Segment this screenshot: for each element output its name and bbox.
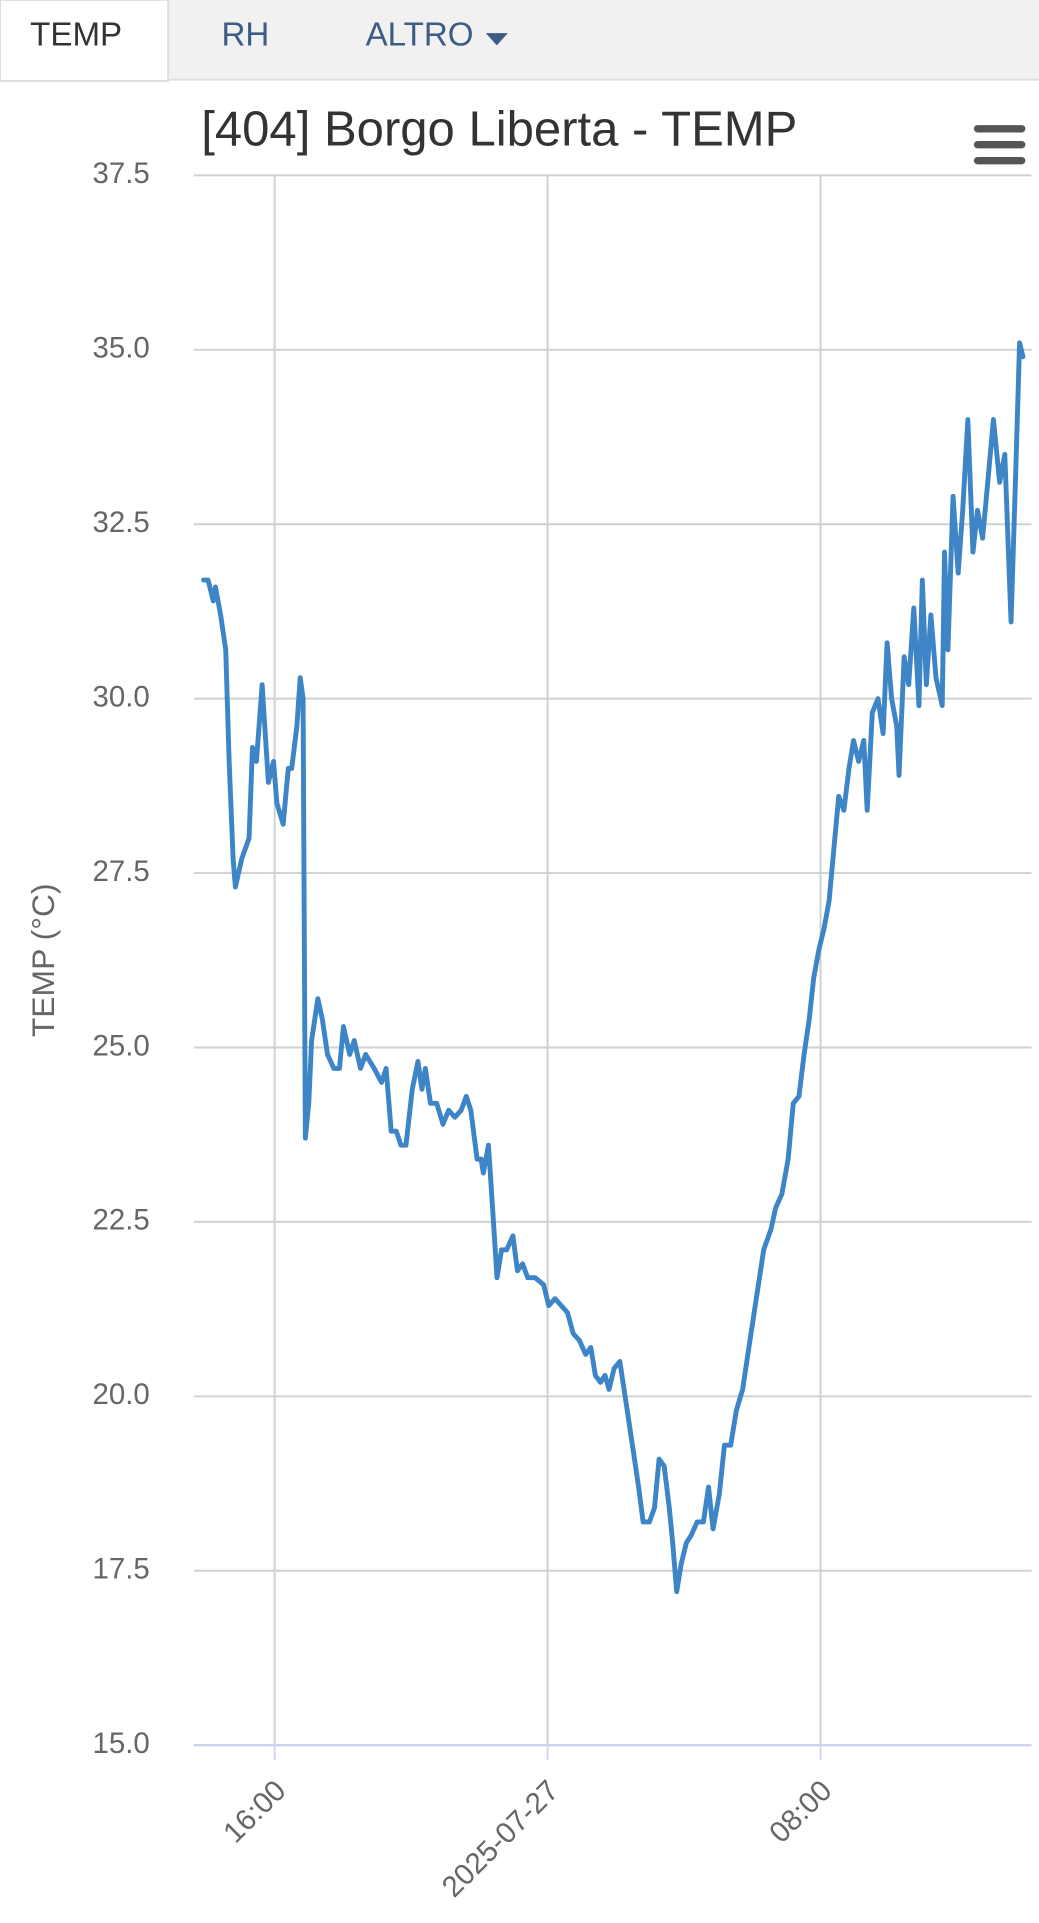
active-tab[interactable] [0, 0, 170, 82]
dropdown-caret [485, 33, 508, 46]
y-tick-label: 17.5 [92, 1553, 149, 1586]
y-tick-label: 30.0 [92, 680, 149, 713]
tab[interactable]: TEMP [30, 17, 122, 54]
tab[interactable]: ALTRO [366, 17, 474, 54]
y-tick-label: 15.0 [92, 1727, 149, 1760]
y-tick-label: 20.0 [92, 1378, 149, 1411]
y-tick-label: 25.0 [92, 1029, 149, 1062]
tab-bar [0, 0, 1039, 80]
data-line [201, 340, 1026, 1595]
x-tick-label: 16:00 [217, 1774, 292, 1849]
y-tick-label: 32.5 [92, 506, 149, 539]
menu-button[interactable] [973, 125, 1026, 165]
y-tick-label: 22.5 [92, 1204, 149, 1237]
y-tick-label: 35.0 [92, 332, 149, 365]
y-tick-label: 27.5 [92, 855, 149, 888]
y-tick-label: 37.5 [92, 157, 149, 190]
chart-title: [404] Borgo Liberta - TEMP [201, 102, 797, 156]
x-tick-label: 08:00 [763, 1774, 838, 1849]
x-tick-label: 2025-07-27 [436, 1774, 566, 1904]
y-axis-label: TEMP (°C) [25, 883, 61, 1037]
tab[interactable]: RH [221, 17, 269, 54]
